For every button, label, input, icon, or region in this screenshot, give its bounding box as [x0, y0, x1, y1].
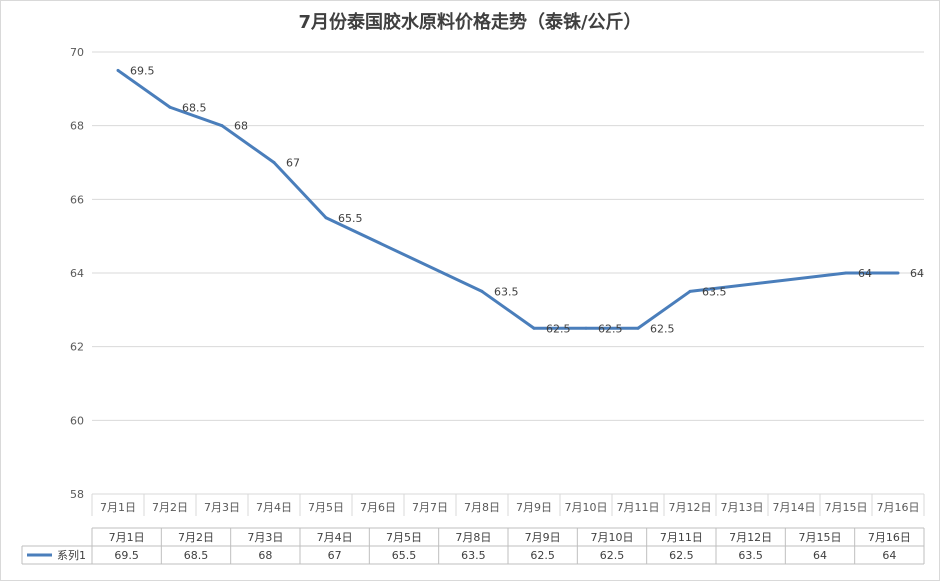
y-tick-label: 58 [70, 488, 84, 501]
y-tick-label: 66 [70, 193, 84, 206]
y-tick-label: 68 [70, 120, 84, 133]
table-value-cell: 64 [813, 549, 827, 562]
data-label: 64 [858, 267, 872, 280]
table-header-cell: 7月16日 [868, 531, 911, 544]
data-point [844, 271, 848, 275]
legend-series-name: 系列1 [57, 548, 86, 562]
table-value-cell: 62.5 [530, 549, 555, 562]
data-label: 65.5 [338, 212, 363, 225]
table-header-cell: 7月15日 [799, 531, 842, 544]
table-value-cell: 63.5 [461, 549, 486, 562]
x-tick-label: 7月10日 [565, 501, 608, 514]
table-header-cell: 7月3日 [247, 531, 283, 544]
table-header-cell: 7月10日 [591, 531, 634, 544]
x-tick-label: 7月14日 [773, 501, 816, 514]
x-tick-label: 7月7日 [412, 501, 448, 514]
data-label: 69.5 [130, 64, 155, 77]
x-tick-label: 7月1日 [100, 501, 136, 514]
table-header-cell: 7月9日 [525, 531, 561, 544]
y-tick-label: 64 [70, 267, 84, 280]
x-tick-label: 7月5日 [308, 501, 344, 514]
table-header-cell: 7月1日 [109, 531, 145, 544]
table-value-cell: 67 [328, 549, 342, 562]
table-header-cell: 7月4日 [317, 531, 353, 544]
x-tick-label: 7月3日 [204, 501, 240, 514]
table-value-cell: 63.5 [738, 549, 763, 562]
data-point [168, 105, 172, 109]
data-point [324, 216, 328, 220]
data-point [636, 326, 640, 330]
chart-title: 7月份泰国胶水原料价格走势（泰铢/公斤） [298, 12, 642, 33]
table-header-cell: 7月8日 [455, 531, 491, 544]
table-header-cell: 7月12日 [729, 531, 772, 544]
table-value-cell: 68 [258, 549, 272, 562]
x-tick-label: 7月15日 [825, 501, 868, 514]
data-point [272, 161, 276, 164]
table-value-cell: 64 [882, 549, 896, 562]
data-label: 62.5 [650, 322, 675, 335]
data-label: 68 [234, 120, 248, 133]
x-tick-label: 7月9日 [516, 501, 552, 514]
x-tick-label: 7月12日 [669, 501, 712, 514]
x-tick-label: 7月8日 [464, 501, 500, 514]
x-tick-label: 7月4日 [256, 501, 292, 514]
data-point [688, 289, 692, 293]
data-point [116, 68, 120, 72]
data-label: 63.5 [494, 285, 519, 298]
y-tick-label: 60 [70, 414, 84, 427]
data-point [896, 271, 900, 275]
series-line [117, 69, 898, 330]
x-tick-label: 7月2日 [152, 501, 188, 514]
data-point [220, 124, 224, 128]
data-label: 62.5 [598, 322, 623, 335]
table-header-cell: 7月11日 [660, 531, 703, 544]
y-tick-label: 70 [70, 46, 84, 59]
data-point [532, 326, 536, 330]
x-tick-label: 7月13日 [721, 501, 764, 514]
x-tick-label: 7月11日 [617, 501, 660, 514]
data-label: 64 [910, 267, 924, 280]
table-value-cell: 69.5 [114, 549, 139, 562]
data-label: 63.5 [702, 285, 727, 298]
table-value-cell: 68.5 [184, 549, 209, 562]
y-tick-label: 62 [70, 341, 84, 354]
data-label: 68.5 [182, 101, 207, 114]
data-label: 62.5 [546, 322, 571, 335]
table-value-cell: 65.5 [392, 549, 417, 562]
table-value-cell: 62.5 [669, 549, 694, 562]
data-label: 67 [286, 157, 300, 170]
table-header-cell: 7月2日 [178, 531, 214, 544]
data-point [584, 326, 588, 330]
table-header-cell: 7月5日 [386, 531, 422, 544]
x-tick-label: 7月6日 [360, 501, 396, 514]
table-value-cell: 62.5 [600, 549, 625, 562]
x-tick-label: 7月16日 [877, 501, 920, 514]
data-point [480, 289, 484, 293]
